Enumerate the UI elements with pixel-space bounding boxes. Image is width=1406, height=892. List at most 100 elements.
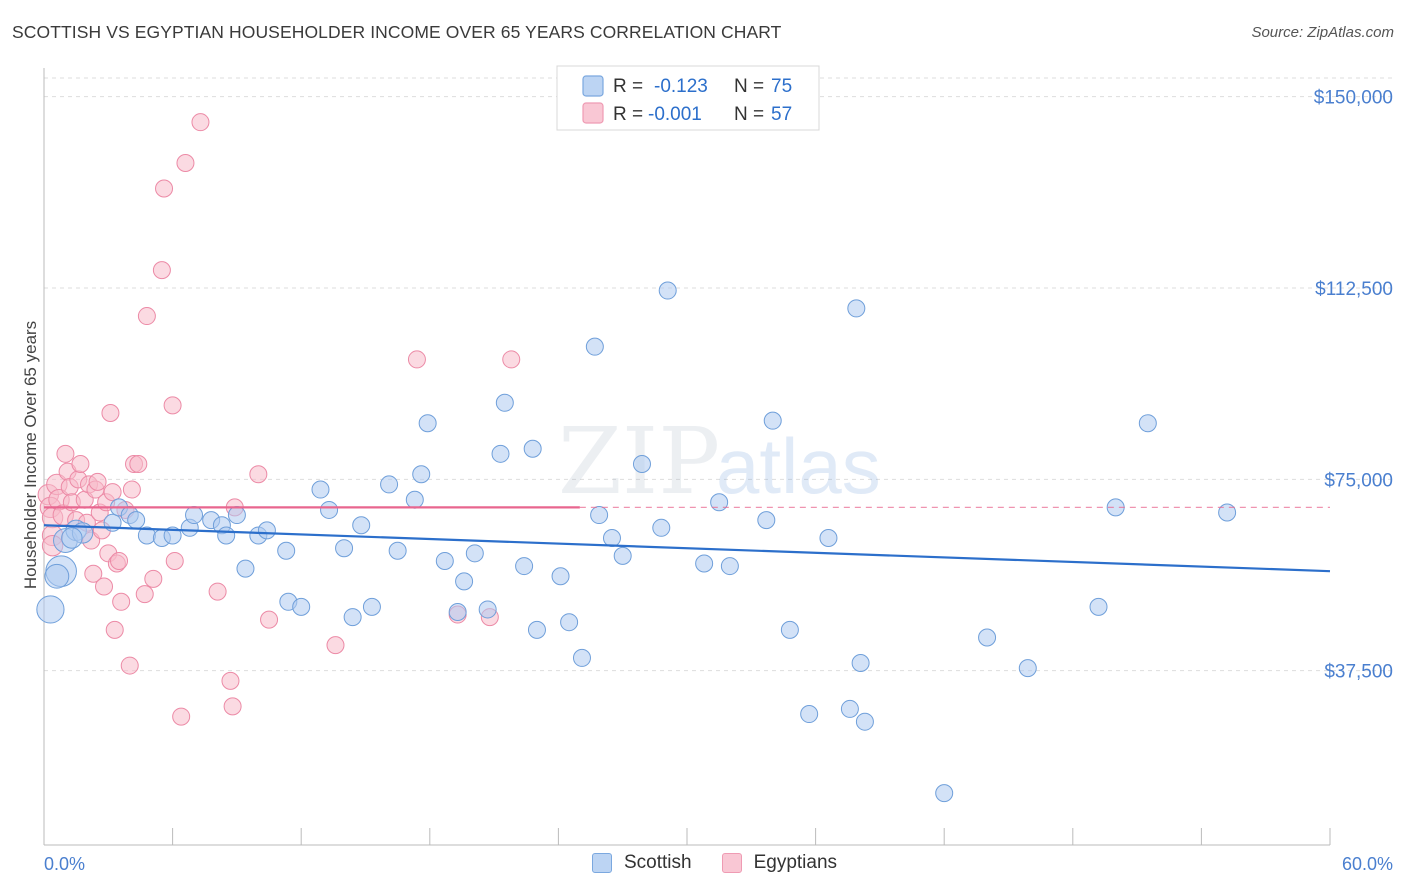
data-point-egyptians — [84, 564, 103, 583]
data-point-scottish — [491, 444, 510, 463]
data-point-scottish — [780, 620, 799, 639]
data-point-scottish — [800, 705, 819, 724]
scottish-points — [36, 281, 1237, 803]
data-point-egyptians — [137, 307, 156, 326]
legend-item-egyptians[interactable]: Egyptians — [721, 852, 838, 874]
data-point-scottish — [632, 455, 651, 474]
data-point-egyptians — [88, 472, 107, 491]
data-point-egyptians — [155, 179, 174, 198]
data-point-scottish — [527, 620, 546, 639]
y-tick-labels: $37,500 $75,000 $112,500 $150,000 — [1314, 88, 1393, 683]
data-point-scottish — [44, 563, 70, 589]
data-point-scottish — [710, 493, 729, 512]
data-point-scottish — [1218, 503, 1237, 522]
data-point-scottish — [448, 602, 467, 621]
data-point-scottish — [352, 516, 371, 535]
data-point-scottish — [551, 567, 570, 586]
data-point-egyptians — [163, 396, 182, 415]
data-point-egyptians — [122, 480, 141, 499]
legend-n-label-1: N = — [734, 76, 764, 97]
data-point-scottish — [757, 511, 776, 530]
data-point-scottish — [658, 281, 677, 300]
data-point-scottish — [495, 393, 514, 412]
legend-swatch-egyptians — [582, 102, 604, 124]
data-point-scottish — [335, 539, 354, 558]
data-point-egyptians — [208, 582, 227, 601]
data-point-egyptians — [112, 592, 131, 611]
x-tick-labels: 0.0% 60.0% — [44, 854, 1393, 874]
data-point-scottish — [163, 526, 182, 545]
legend-label-scottish: Scottish — [624, 852, 692, 873]
data-point-egyptians — [152, 261, 171, 280]
data-point-scottish — [236, 559, 255, 578]
data-point-scottish — [320, 500, 339, 519]
data-point-egyptians — [103, 483, 122, 502]
data-point-egyptians — [260, 610, 279, 629]
data-point-scottish — [652, 518, 671, 537]
data-point-scottish — [478, 600, 497, 619]
legend-r-value-2: -0.001 — [648, 104, 702, 125]
data-point-scottish — [412, 465, 431, 484]
data-point-scottish — [560, 613, 579, 632]
data-point-scottish — [840, 699, 859, 718]
data-point-scottish — [185, 506, 204, 525]
data-point-scottish — [515, 557, 534, 576]
legend-top: R = -0.123 N = 75 R = -0.001 N = 57 — [556, 65, 820, 131]
data-point-scottish — [311, 480, 330, 499]
legend-label-egyptians: Egyptians — [753, 852, 838, 873]
data-point-scottish — [362, 597, 381, 616]
data-point-scottish — [819, 529, 838, 548]
data-point-egyptians — [176, 153, 195, 172]
egyptians-points — [37, 113, 521, 726]
data-point-egyptians — [120, 656, 139, 675]
chart-title: SCOTTISH VS EGYPTIAN HOUSEHOLDER INCOME … — [12, 22, 782, 42]
data-point-scottish — [257, 521, 276, 540]
data-point-scottish — [127, 511, 146, 530]
data-point-scottish — [455, 572, 474, 591]
data-point-scottish — [217, 526, 236, 545]
data-point-egyptians — [135, 585, 154, 604]
data-point-scottish — [847, 299, 866, 318]
data-point-scottish — [1138, 414, 1157, 433]
data-point-scottish — [855, 712, 874, 731]
legend-r-label-2: R = — [613, 104, 643, 125]
legend-bottom: Scottish Egyptians — [592, 852, 867, 874]
data-point-egyptians — [129, 455, 148, 474]
data-point-egyptians — [407, 350, 426, 369]
data-point-scottish — [590, 506, 609, 525]
y-tick-label: $75,000 — [1324, 470, 1393, 491]
y-tick-label: $37,500 — [1324, 662, 1393, 683]
legend-r-label-1: R = — [613, 76, 643, 97]
axes — [43, 68, 1331, 846]
grid-lines — [44, 77, 1395, 672]
legend-n-label-2: N = — [734, 104, 764, 125]
x-tick-label-min: 0.0% — [44, 854, 85, 874]
data-point-scottish — [523, 439, 542, 458]
data-point-scottish — [36, 595, 65, 624]
legend-item-scottish[interactable]: Scottish — [592, 852, 692, 874]
data-point-scottish — [613, 546, 632, 565]
data-point-scottish — [343, 608, 362, 627]
data-point-egyptians — [95, 577, 114, 596]
data-point-scottish — [380, 475, 399, 494]
data-point-scottish — [227, 506, 246, 525]
data-point-scottish — [978, 628, 997, 647]
data-point-egyptians — [56, 444, 75, 463]
data-point-egyptians — [502, 350, 521, 369]
data-point-scottish — [720, 557, 739, 576]
y-tick-label: $112,500 — [1315, 279, 1393, 300]
data-point-egyptians — [165, 551, 184, 570]
legend-swatch-scottish — [592, 853, 612, 873]
trend-line-scottish — [43, 524, 1331, 573]
data-point-scottish — [1089, 597, 1108, 616]
data-point-scottish — [851, 654, 870, 673]
legend-swatch-egyptians — [721, 853, 742, 873]
data-point-scottish — [935, 784, 954, 803]
data-point-scottish — [405, 490, 424, 509]
legend-n-value-1: 75 — [771, 76, 792, 97]
watermark-atlas: atlas — [716, 422, 881, 510]
data-point-egyptians — [172, 707, 191, 726]
data-point-egyptians — [105, 620, 124, 639]
data-point-egyptians — [326, 636, 345, 655]
